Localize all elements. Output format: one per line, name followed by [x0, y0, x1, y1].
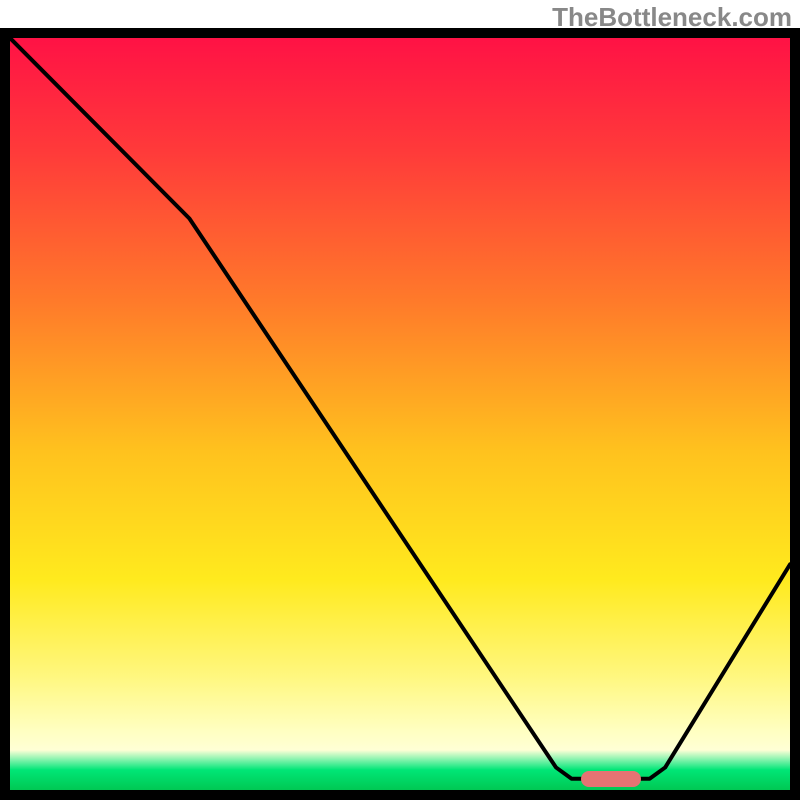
border-left [0, 28, 10, 800]
curve-path [10, 38, 790, 779]
border-right [790, 28, 800, 800]
border-bottom [0, 790, 800, 800]
watermark-text: TheBottleneck.com [552, 2, 792, 33]
plot-area [10, 38, 790, 790]
optimal-marker [581, 771, 641, 787]
chart-container: TheBottleneck.com [0, 0, 800, 800]
bottleneck-curve [10, 38, 790, 790]
